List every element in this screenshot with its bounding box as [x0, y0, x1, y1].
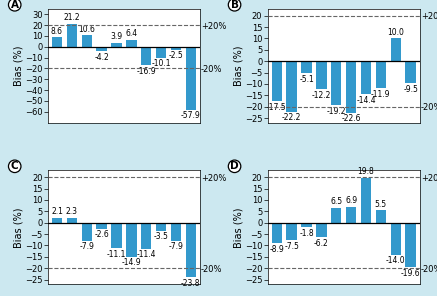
Text: -19.6: -19.6 — [401, 269, 420, 278]
Text: -14.9: -14.9 — [121, 258, 141, 267]
Text: B: B — [231, 0, 239, 10]
Bar — [156, 47, 166, 58]
Bar — [126, 223, 136, 257]
Text: 21.2: 21.2 — [63, 13, 80, 22]
Text: 3.9: 3.9 — [111, 32, 122, 41]
Text: -14.4: -14.4 — [356, 96, 376, 105]
Text: -11.9: -11.9 — [371, 90, 391, 99]
Y-axis label: Bias (%): Bias (%) — [233, 46, 243, 86]
Text: D: D — [230, 161, 239, 171]
Text: -16.9: -16.9 — [136, 67, 156, 76]
Y-axis label: Bias (%): Bias (%) — [14, 207, 24, 247]
Text: -7.9: -7.9 — [79, 242, 94, 251]
Bar — [141, 47, 151, 65]
Text: A: A — [11, 0, 19, 10]
Bar — [406, 61, 416, 83]
Text: 2.3: 2.3 — [66, 207, 78, 216]
Text: 5.5: 5.5 — [375, 200, 387, 208]
Bar — [316, 61, 326, 89]
Bar — [67, 218, 77, 223]
Bar — [391, 38, 401, 61]
Bar — [346, 207, 356, 223]
Text: -11.4: -11.4 — [136, 250, 156, 259]
Bar — [302, 223, 312, 227]
Text: -11.1: -11.1 — [107, 250, 126, 259]
Text: 10.0: 10.0 — [387, 28, 404, 37]
Bar — [376, 61, 386, 88]
Text: 10.6: 10.6 — [78, 25, 95, 34]
Bar — [186, 223, 196, 277]
Text: -8.9: -8.9 — [270, 245, 284, 254]
Bar — [331, 208, 341, 223]
Text: -2.5: -2.5 — [169, 51, 183, 60]
Bar — [361, 178, 371, 223]
Text: -2.6: -2.6 — [94, 230, 109, 239]
Text: -7.9: -7.9 — [168, 242, 184, 251]
Bar — [406, 223, 416, 267]
Text: 6.5: 6.5 — [330, 197, 342, 206]
Text: -1.8: -1.8 — [299, 229, 314, 237]
Text: -14.0: -14.0 — [386, 256, 406, 265]
Text: -57.9: -57.9 — [181, 111, 201, 120]
Bar — [287, 223, 297, 240]
Text: -22.2: -22.2 — [282, 113, 302, 123]
Bar — [391, 223, 401, 255]
Text: -3.5: -3.5 — [153, 232, 169, 242]
Bar — [156, 223, 166, 231]
Text: 2.1: 2.1 — [51, 207, 63, 216]
Bar — [82, 223, 92, 241]
Bar — [52, 218, 62, 223]
Text: -23.8: -23.8 — [181, 279, 201, 288]
Bar — [97, 223, 107, 229]
Bar — [272, 223, 282, 243]
Text: -22.6: -22.6 — [341, 114, 361, 123]
Bar — [52, 38, 62, 47]
Bar — [67, 24, 77, 47]
Bar — [82, 35, 92, 47]
Y-axis label: Bias (%): Bias (%) — [14, 46, 24, 86]
Text: -10.1: -10.1 — [151, 59, 171, 68]
Bar — [111, 43, 121, 47]
Bar — [316, 223, 326, 237]
Bar — [302, 61, 312, 73]
Bar — [287, 61, 297, 112]
Bar — [186, 47, 196, 110]
Text: -17.5: -17.5 — [267, 103, 287, 112]
Y-axis label: Bias (%): Bias (%) — [233, 207, 243, 247]
Bar — [171, 223, 181, 241]
Text: -7.5: -7.5 — [284, 242, 299, 250]
Text: 6.9: 6.9 — [345, 196, 357, 205]
Bar — [361, 61, 371, 94]
Bar — [346, 61, 356, 112]
Bar — [126, 40, 136, 47]
Bar — [141, 223, 151, 249]
Text: -12.2: -12.2 — [312, 91, 331, 100]
Text: -19.2: -19.2 — [326, 107, 346, 116]
Text: -6.2: -6.2 — [314, 239, 329, 247]
Text: -4.2: -4.2 — [94, 53, 109, 62]
Bar — [97, 47, 107, 51]
Bar — [272, 61, 282, 101]
Text: C: C — [11, 161, 18, 171]
Text: 19.8: 19.8 — [357, 167, 375, 176]
Bar — [331, 61, 341, 105]
Text: -9.5: -9.5 — [403, 85, 418, 94]
Bar — [111, 223, 121, 248]
Text: 6.4: 6.4 — [125, 29, 137, 38]
Text: 8.6: 8.6 — [51, 27, 63, 36]
Text: -5.1: -5.1 — [299, 75, 314, 83]
Bar — [171, 47, 181, 49]
Bar — [376, 210, 386, 223]
